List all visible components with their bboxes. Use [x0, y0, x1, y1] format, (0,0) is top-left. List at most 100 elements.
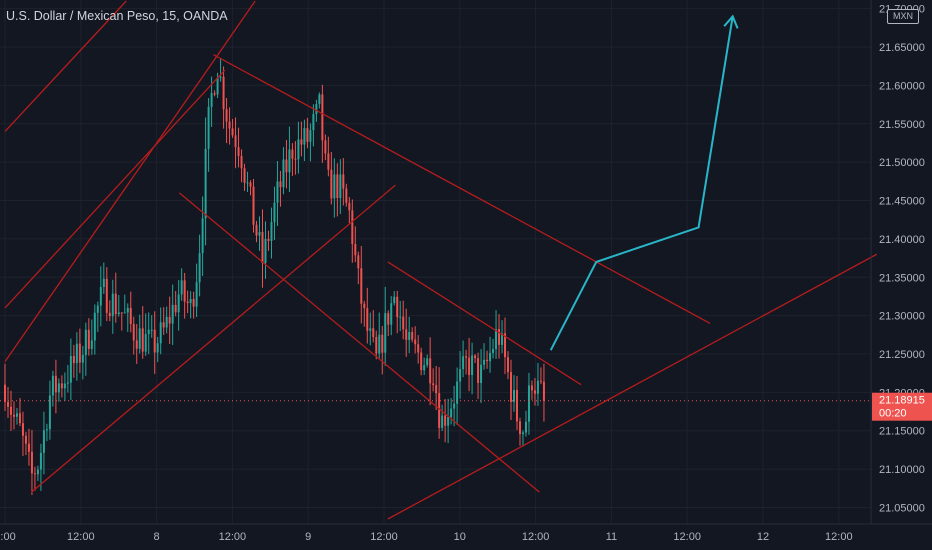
price-axis[interactable]: 21.0500021.1000021.1500021.2000021.25000… [879, 4, 925, 515]
candle-body [312, 113, 315, 131]
time-axis[interactable]: 5:00 12:00 8 12:00 9 12:00 10 12:00 11 12:00 12 12:… [0, 531, 853, 543]
time-tick-label: 12:00 [370, 531, 398, 543]
trend-line[interactable] [4, 0, 127, 132]
candle-body [291, 149, 294, 159]
trend-line[interactable] [213, 54, 711, 324]
candle-body [36, 469, 39, 475]
candle-body [75, 343, 78, 364]
candle-body [48, 395, 51, 430]
candle-body [282, 159, 285, 188]
candle-body [530, 385, 533, 391]
candle-body [321, 94, 324, 141]
time-tick-label: 5:00 [0, 531, 16, 543]
price-tick-label: 21.10000 [879, 464, 925, 476]
currency-badge[interactable]: MXN [887, 9, 919, 24]
candle-body [15, 413, 18, 417]
candle-body [521, 432, 524, 435]
time-tick-label: 12:00 [522, 531, 550, 543]
candle-body [300, 139, 303, 145]
candle-body [408, 332, 411, 340]
price-tick-label: 21.15000 [879, 426, 925, 438]
candle-body [492, 349, 495, 353]
candle-body [315, 103, 318, 114]
candle-body [453, 403, 456, 409]
candle-body [96, 305, 99, 313]
candle-body [39, 452, 42, 470]
candle-body [108, 312, 111, 317]
candle-body [480, 364, 483, 384]
trend-line[interactable] [387, 253, 878, 520]
candle-body [201, 218, 204, 254]
trend-line[interactable] [4, 69, 226, 309]
candle-body [30, 451, 33, 474]
candle-body [57, 383, 60, 393]
candle-body [186, 301, 189, 304]
candle-body [156, 343, 159, 353]
candle-body [420, 352, 423, 371]
candle-body [27, 443, 30, 452]
candle-body [435, 384, 438, 394]
price-tick-label: 21.40000 [879, 234, 925, 246]
candle-body [360, 268, 363, 304]
candle-body [165, 316, 168, 328]
candle-body [78, 343, 81, 363]
time-tick-label: 8 [154, 531, 160, 543]
candle-body [51, 375, 54, 396]
candle-body [477, 358, 480, 384]
trend-line[interactable] [387, 261, 582, 386]
candle-body [147, 329, 150, 335]
trend-lines[interactable] [4, 0, 878, 520]
projection-path[interactable] [549, 14, 739, 351]
candle-body [438, 393, 441, 428]
price-tick-label: 21.05000 [879, 502, 925, 514]
candle-body [228, 121, 231, 129]
chart-grid [0, 0, 871, 524]
candle-body [366, 308, 369, 331]
candle-body [162, 322, 165, 328]
candle-body [63, 383, 66, 389]
candle-body [192, 298, 195, 307]
candle-body [273, 202, 276, 223]
candle-body [495, 329, 498, 350]
candle-body [423, 365, 426, 371]
trend-line[interactable] [178, 192, 540, 493]
candle-body [132, 324, 135, 341]
candle-body [246, 182, 249, 184]
candle-body [267, 238, 270, 241]
candle-body [168, 316, 171, 324]
candle-body [303, 128, 306, 145]
price-tick-label: 21.35000 [879, 272, 925, 284]
candle-body [393, 296, 396, 304]
candle-body [462, 356, 465, 370]
candle-body [276, 181, 279, 203]
candle-body [351, 210, 354, 245]
candle-body [333, 174, 336, 199]
projection-arrow-head [723, 14, 739, 29]
projection-line[interactable] [549, 16, 734, 351]
candle-body [213, 93, 216, 95]
candlestick-series [4, 58, 545, 496]
time-tick-label: 12 [757, 531, 769, 543]
candle-body [411, 332, 414, 340]
candle-body [336, 174, 339, 199]
candle-body [120, 312, 123, 314]
candle-body [135, 340, 138, 349]
candle-body [279, 181, 282, 188]
candle-body [390, 303, 393, 325]
candle-body [489, 352, 492, 362]
candle-body [426, 358, 429, 366]
candle-body [405, 329, 408, 340]
symbol-title[interactable]: U.S. Dollar / Mexican Peso, 15, OANDA [6, 9, 228, 23]
candle-body [9, 406, 12, 415]
candle-body [174, 304, 177, 313]
price-tick-label: 21.25000 [879, 349, 925, 361]
candle-body [345, 188, 348, 203]
candle-body [402, 316, 405, 330]
candle-body [105, 278, 108, 313]
trend-line[interactable] [31, 184, 396, 493]
candle-body [69, 356, 72, 383]
trend-line[interactable] [4, 0, 256, 363]
candle-body [471, 355, 474, 376]
candle-body [384, 313, 387, 353]
